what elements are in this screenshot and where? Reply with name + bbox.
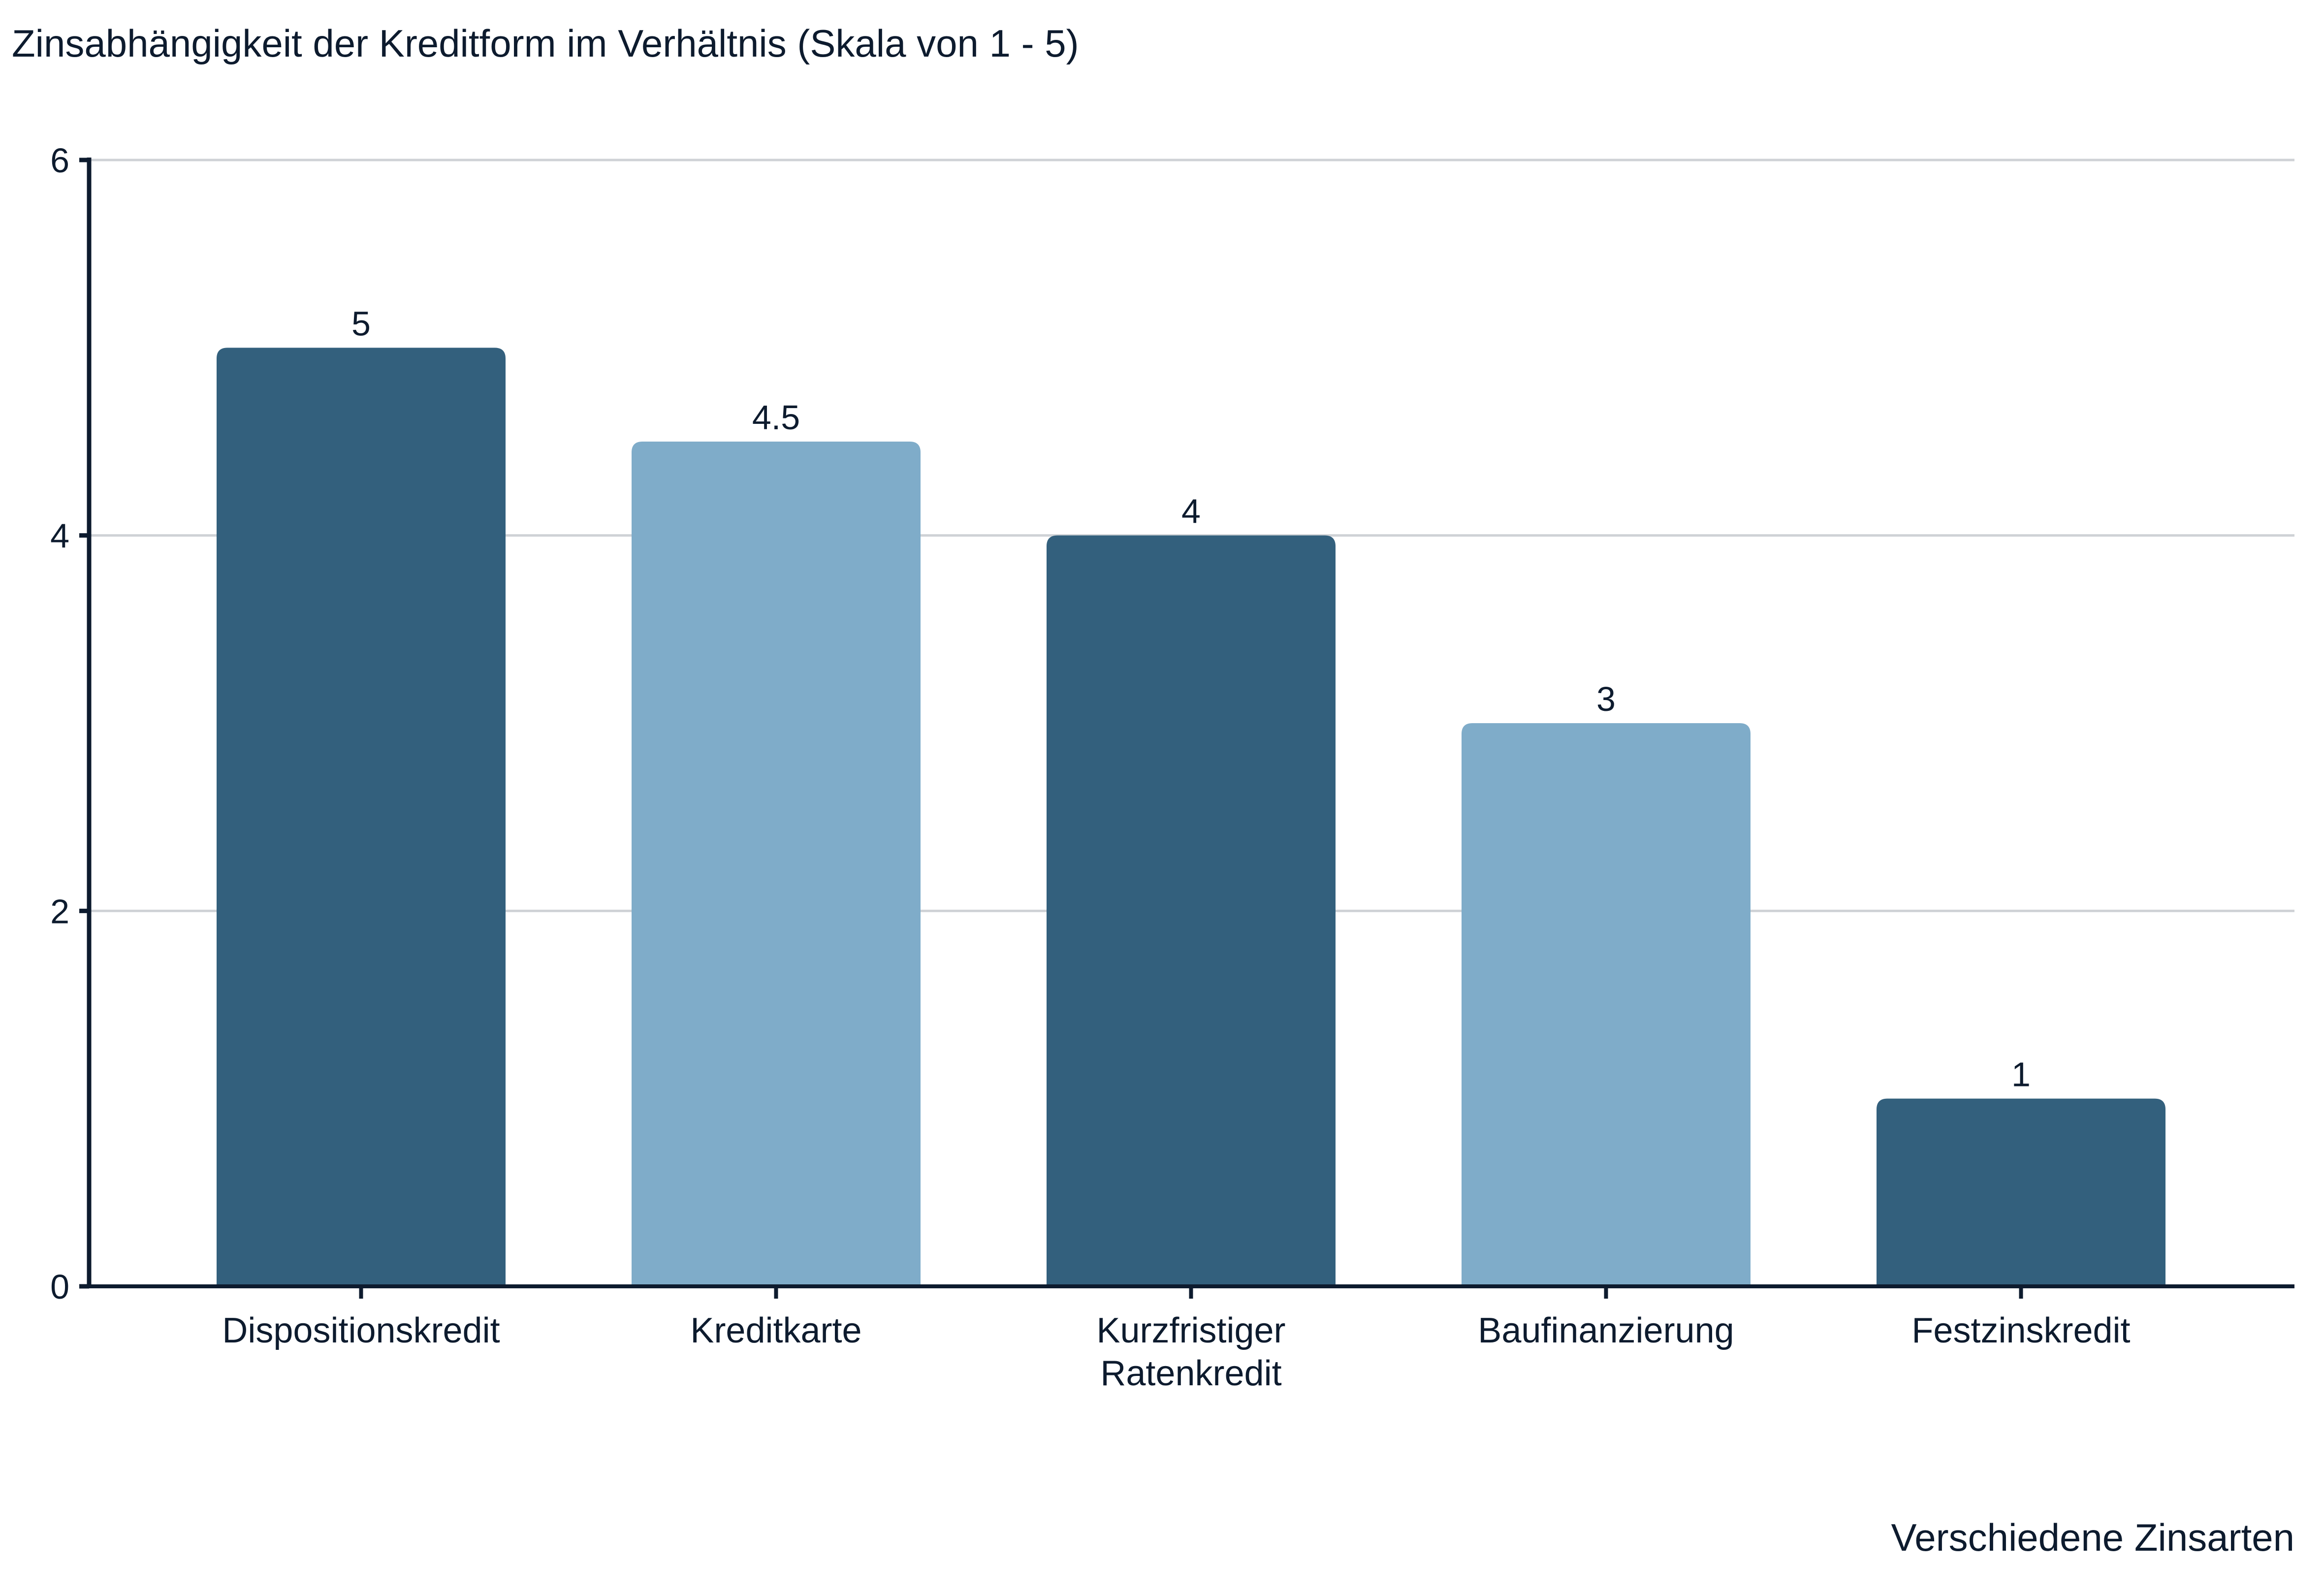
bar [1877,1098,2165,1286]
bar [1047,535,1336,1286]
x-axis-label: Verschiedene Zinsarten [1891,1516,2295,1559]
bar [1462,723,1751,1286]
y-tick-label: 2 [50,892,69,930]
chart-title: Zinsabhängigkeit der Kreditform im Verhä… [12,22,1079,65]
x-tick-label: Festzinskredit [1911,1311,2130,1350]
x-tick-label: Dispositionskredit [222,1311,500,1350]
y-tick-label: 4 [50,517,69,555]
x-tick-label: Baufinanzierung [1478,1311,1734,1350]
data-label: 4.5 [752,398,800,437]
axes: 0 2 4 6 Dispositionskredit Kreditkarte Kurzfri… [50,141,2294,1393]
y-tick-label: 0 [50,1268,69,1306]
x-tick-label: Kurzfristiger [1096,1311,1285,1350]
data-label: 1 [2011,1055,2031,1094]
data-label: 5 [351,304,371,343]
x-tick-label: Kreditkarte [690,1311,861,1350]
data-label: 3 [1596,680,1616,718]
x-tick-label: Ratenkredit [1100,1354,1281,1393]
bar [217,348,506,1287]
bars: 5 4.5 4 3 1 [217,304,2165,1287]
data-label: 4 [1181,492,1201,531]
bar [632,442,921,1286]
y-tick-label: 6 [50,141,69,180]
